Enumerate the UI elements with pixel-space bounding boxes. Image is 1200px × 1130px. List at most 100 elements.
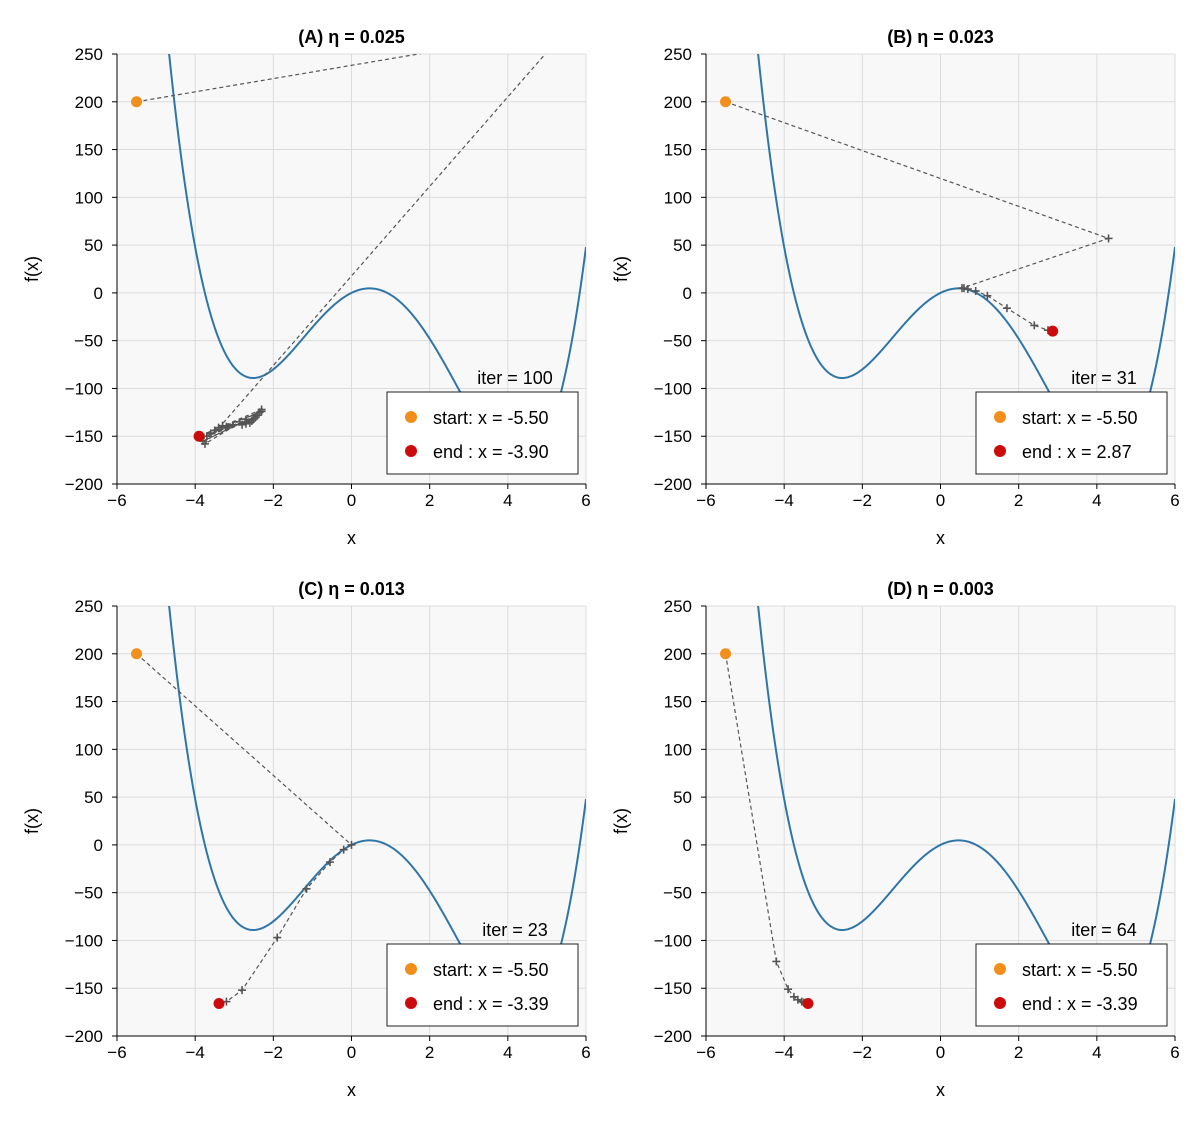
x-tick-label: −6 <box>696 1043 715 1062</box>
legend-marker <box>994 963 1006 975</box>
x-tick-label: 0 <box>347 1043 356 1062</box>
y-tick-label: −150 <box>654 979 692 998</box>
legend-box <box>975 391 1168 475</box>
y-tick-label: 200 <box>664 645 692 664</box>
iterate-marker <box>245 418 254 427</box>
y-tick-label: −50 <box>663 332 692 351</box>
legend-marker <box>405 445 417 457</box>
x-tick-label: 6 <box>1170 1043 1179 1062</box>
iterate-marker <box>218 421 227 430</box>
legend: start: x = -5.50 end : x = -3.39 <box>386 943 579 1027</box>
end-point <box>1047 325 1059 337</box>
iterate-marker <box>772 957 781 966</box>
iterate-marker <box>339 845 348 854</box>
x-tick-label: 6 <box>581 491 590 510</box>
legend-marker <box>405 997 417 1009</box>
iterate-marker <box>241 419 250 428</box>
y-tick-label: 50 <box>673 788 692 807</box>
chart-title: (B) η = 0.023 <box>887 27 994 47</box>
legend: start: x = -5.50 end : x = -3.39 <box>975 943 1168 1027</box>
x-tick-label: 6 <box>1170 491 1179 510</box>
y-tick-label: −150 <box>654 427 692 446</box>
legend: start: x = -5.50 end : x = 2.87 <box>975 391 1168 475</box>
x-tick-label: 4 <box>503 1043 512 1062</box>
x-tick-label: −2 <box>853 1043 872 1062</box>
chart-title: (C) η = 0.013 <box>298 579 405 599</box>
x-tick-label: −6 <box>107 1043 126 1062</box>
iterate-marker <box>1002 304 1011 313</box>
y-tick-label: −200 <box>65 475 103 494</box>
iterate-marker <box>273 933 282 942</box>
iterate-marker <box>222 422 231 431</box>
y-tick-label: −100 <box>654 379 692 398</box>
y-tick-label: −200 <box>65 1027 103 1046</box>
panel-2: −6 −4 −2 0 2 4 6 −200 −150 −100 −50 0 50 100 150 200 250… <box>22 579 591 1100</box>
iterate-marker <box>347 840 356 849</box>
panel-3: −6 −4 −2 0 2 4 6 −200 −150 −100 −50 0 50 100 150 200 250… <box>611 579 1180 1100</box>
y-tick-label: −100 <box>654 931 692 950</box>
legend-label: start: x = -5.50 <box>1022 960 1138 980</box>
x-tick-label: 0 <box>936 491 945 510</box>
x-tick-label: −6 <box>107 491 126 510</box>
x-axis-label: x <box>347 1080 356 1100</box>
y-tick-label: 50 <box>673 236 692 255</box>
x-tick-label: −4 <box>774 1043 793 1062</box>
start-point <box>720 648 732 660</box>
y-tick-label: 150 <box>664 693 692 712</box>
y-tick-label: 250 <box>664 597 692 616</box>
chart-title: (A) η = 0.025 <box>298 27 405 47</box>
y-tick-label: 100 <box>664 740 692 759</box>
y-tick-label: 100 <box>75 740 103 759</box>
y-tick-label: −100 <box>65 931 103 950</box>
x-tick-label: 0 <box>936 1043 945 1062</box>
legend-label: start: x = -5.50 <box>433 960 549 980</box>
y-tick-label: −50 <box>74 884 103 903</box>
y-tick-label: 200 <box>664 93 692 112</box>
legend-box <box>386 943 579 1027</box>
y-tick-label: 200 <box>75 93 103 112</box>
x-tick-label: −2 <box>264 491 283 510</box>
iterate-marker <box>963 285 972 294</box>
iteration-count: iter = 31 <box>1071 368 1137 388</box>
x-tick-label: −6 <box>696 491 715 510</box>
y-tick-label: 0 <box>94 284 103 303</box>
x-tick-label: 2 <box>1014 491 1023 510</box>
y-axis-label: f(x) <box>611 256 631 282</box>
y-tick-label: 0 <box>683 836 692 855</box>
iteration-count: iter = 23 <box>482 920 548 940</box>
y-tick-label: 150 <box>75 141 103 160</box>
x-tick-label: 4 <box>503 491 512 510</box>
legend-marker <box>405 963 417 975</box>
x-tick-label: −2 <box>264 1043 283 1062</box>
y-tick-label: 50 <box>84 788 103 807</box>
iterate-marker <box>326 858 335 867</box>
x-tick-label: 2 <box>425 1043 434 1062</box>
y-axis-label: f(x) <box>22 808 42 834</box>
legend-marker <box>994 445 1006 457</box>
iterate-marker <box>784 985 793 994</box>
iteration-count: iter = 100 <box>477 368 553 388</box>
legend-label: start: x = -5.50 <box>433 408 549 428</box>
y-tick-label: 150 <box>75 693 103 712</box>
y-tick-label: −50 <box>663 884 692 903</box>
panel-0: −6 −4 −2 0 2 4 6 −200 −150 −100 −50 0 50 100 150 200 250… <box>22 27 591 548</box>
legend-label: end : x = -3.39 <box>433 994 549 1014</box>
y-tick-label: 200 <box>75 645 103 664</box>
iterate-marker <box>1104 234 1113 243</box>
y-tick-label: −50 <box>74 332 103 351</box>
legend-label: start: x = -5.50 <box>1022 408 1138 428</box>
y-tick-label: −200 <box>654 475 692 494</box>
x-tick-label: 0 <box>347 491 356 510</box>
iteration-count: iter = 64 <box>1071 920 1137 940</box>
x-tick-label: −2 <box>853 491 872 510</box>
iterate-marker <box>257 407 266 416</box>
legend-label: end : x = 2.87 <box>1022 442 1132 462</box>
iterate-marker <box>959 284 968 293</box>
iterate-marker <box>971 286 980 295</box>
y-tick-label: 250 <box>75 597 103 616</box>
start-point <box>131 96 143 108</box>
legend: start: x = -5.50 end : x = -3.90 <box>386 391 579 475</box>
end-point <box>193 430 205 442</box>
